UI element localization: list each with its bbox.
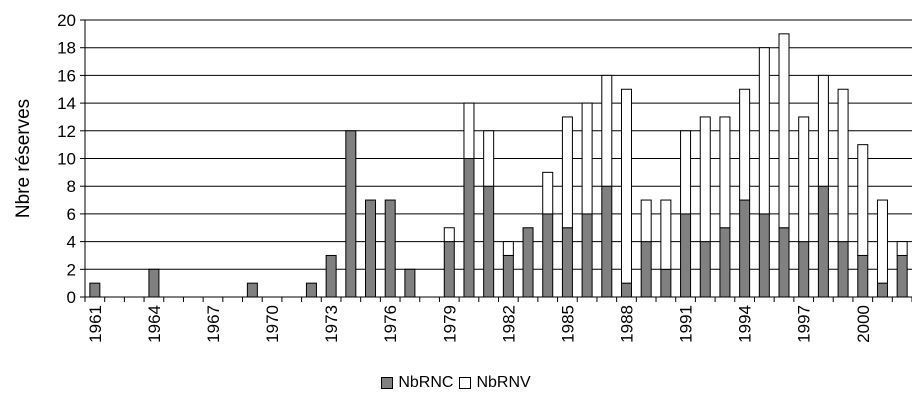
bar-nbrnc [404,268,416,298]
bar-nbrnc [305,282,317,298]
y-tick-label: 0 [67,288,76,307]
bar-nbrnv [680,130,692,215]
legend: NbRNC NbRNV [0,372,912,394]
bar-nbrnv [542,171,554,215]
y-tick-label: 14 [57,94,76,113]
x-tick-label: 1967 [204,305,223,343]
bar-nbrnv [719,116,731,229]
bar-nbrnv [739,88,751,201]
y-tick-label: 18 [57,39,76,58]
legend-swatch-nbrnv [459,377,472,389]
bar-nbrnc [325,254,337,298]
x-tick-label: 1970 [263,305,282,343]
y-tick-label: 12 [57,122,76,141]
y-tick-label: 8 [67,177,76,196]
legend-label-nbrnv: NbRNV [476,374,531,391]
bar-nbrnv [640,199,652,243]
y-tick-label: 16 [57,66,76,85]
bar-nbrnc [660,268,672,298]
bar-nbrnc [581,213,593,298]
bar-nbrnc [896,254,908,298]
bar-nbrnc [699,241,711,298]
bar-nbrnv [896,241,908,256]
y-tick-label: 20 [57,11,76,30]
bar-nbrnc [778,227,790,298]
bar-nbrnc [522,227,534,298]
x-tick-label: 1982 [499,305,518,343]
x-tick-label: 1976 [381,305,400,343]
bar-nbrnc [758,213,770,298]
bar-nbrnv [601,74,613,187]
y-axis-label: Nbre réserves [13,99,34,218]
bar-nbrnc [89,282,101,298]
x-tick-label: 1979 [440,305,459,343]
bar-nbrnc [876,282,888,298]
y-tick-label: 2 [67,260,76,279]
bar-nbrnc [680,213,692,298]
bar-nbrnc [384,199,396,298]
bar-nbrnc [246,282,258,298]
x-tick-label: 1991 [677,305,696,343]
bar-nbrnv [561,116,573,229]
bar-nbrnv [817,74,829,187]
x-tick-label: 1988 [617,305,636,343]
bar-nbrnv [620,88,632,284]
bar-nbrnc [857,254,869,298]
bar-nbrnc [542,213,554,298]
bar-nbrnc [561,227,573,298]
bar-nbrnc [798,241,810,298]
x-tick-label: 1994 [736,305,755,343]
bar-nbrnv [778,33,790,229]
x-tick-label: 1961 [86,305,105,343]
y-tick-label: 4 [67,233,76,252]
bar-nbrnv [502,241,514,256]
bar-nbrnc [443,241,455,298]
y-tick-label: 6 [67,205,76,224]
bar-nbrnc [483,185,495,298]
bar-nbrnv [443,227,455,243]
bar-nbrnv [798,116,810,243]
x-tick-label: 1985 [558,305,577,343]
bar-nbrnv [876,199,888,284]
bar-nbrnc [837,241,849,298]
x-tick-label: 1973 [322,305,341,343]
bar-nbrnc [620,282,632,298]
bar-nbrnv [699,116,711,243]
bar-nbrnv [837,88,849,243]
legend-item-nbrnc: NbRNC [381,374,453,392]
x-tick-label: 2000 [854,305,873,343]
bar-nbrnc [640,241,652,298]
bar-nbrnv [857,144,869,256]
bar-nbrnc [739,199,751,298]
bar-nbrnc [148,268,160,298]
bar-nbrnc [365,199,377,298]
x-tick-label: 1997 [795,305,814,343]
bar-nbrnc [502,254,514,298]
legend-label-nbrnc: NbRNC [398,374,454,391]
bar-nbrnc [463,158,475,298]
bar-nbrnc [345,130,357,298]
legend-swatch-nbrnc [381,377,394,389]
bar-nbrnc [601,185,613,298]
bar-nbrnv [463,102,475,159]
bar-nbrnc [817,185,829,298]
y-tick-label: 10 [57,150,76,169]
legend-item-nbrnv: NbRNV [459,374,531,392]
bar-nbrnv [581,102,593,215]
bar-nbrnc [719,227,731,298]
bar-nbrnv [483,130,495,187]
x-tick-label: 1964 [145,305,164,343]
bar-nbrnv [660,199,672,270]
bar-nbrnv [758,47,770,215]
